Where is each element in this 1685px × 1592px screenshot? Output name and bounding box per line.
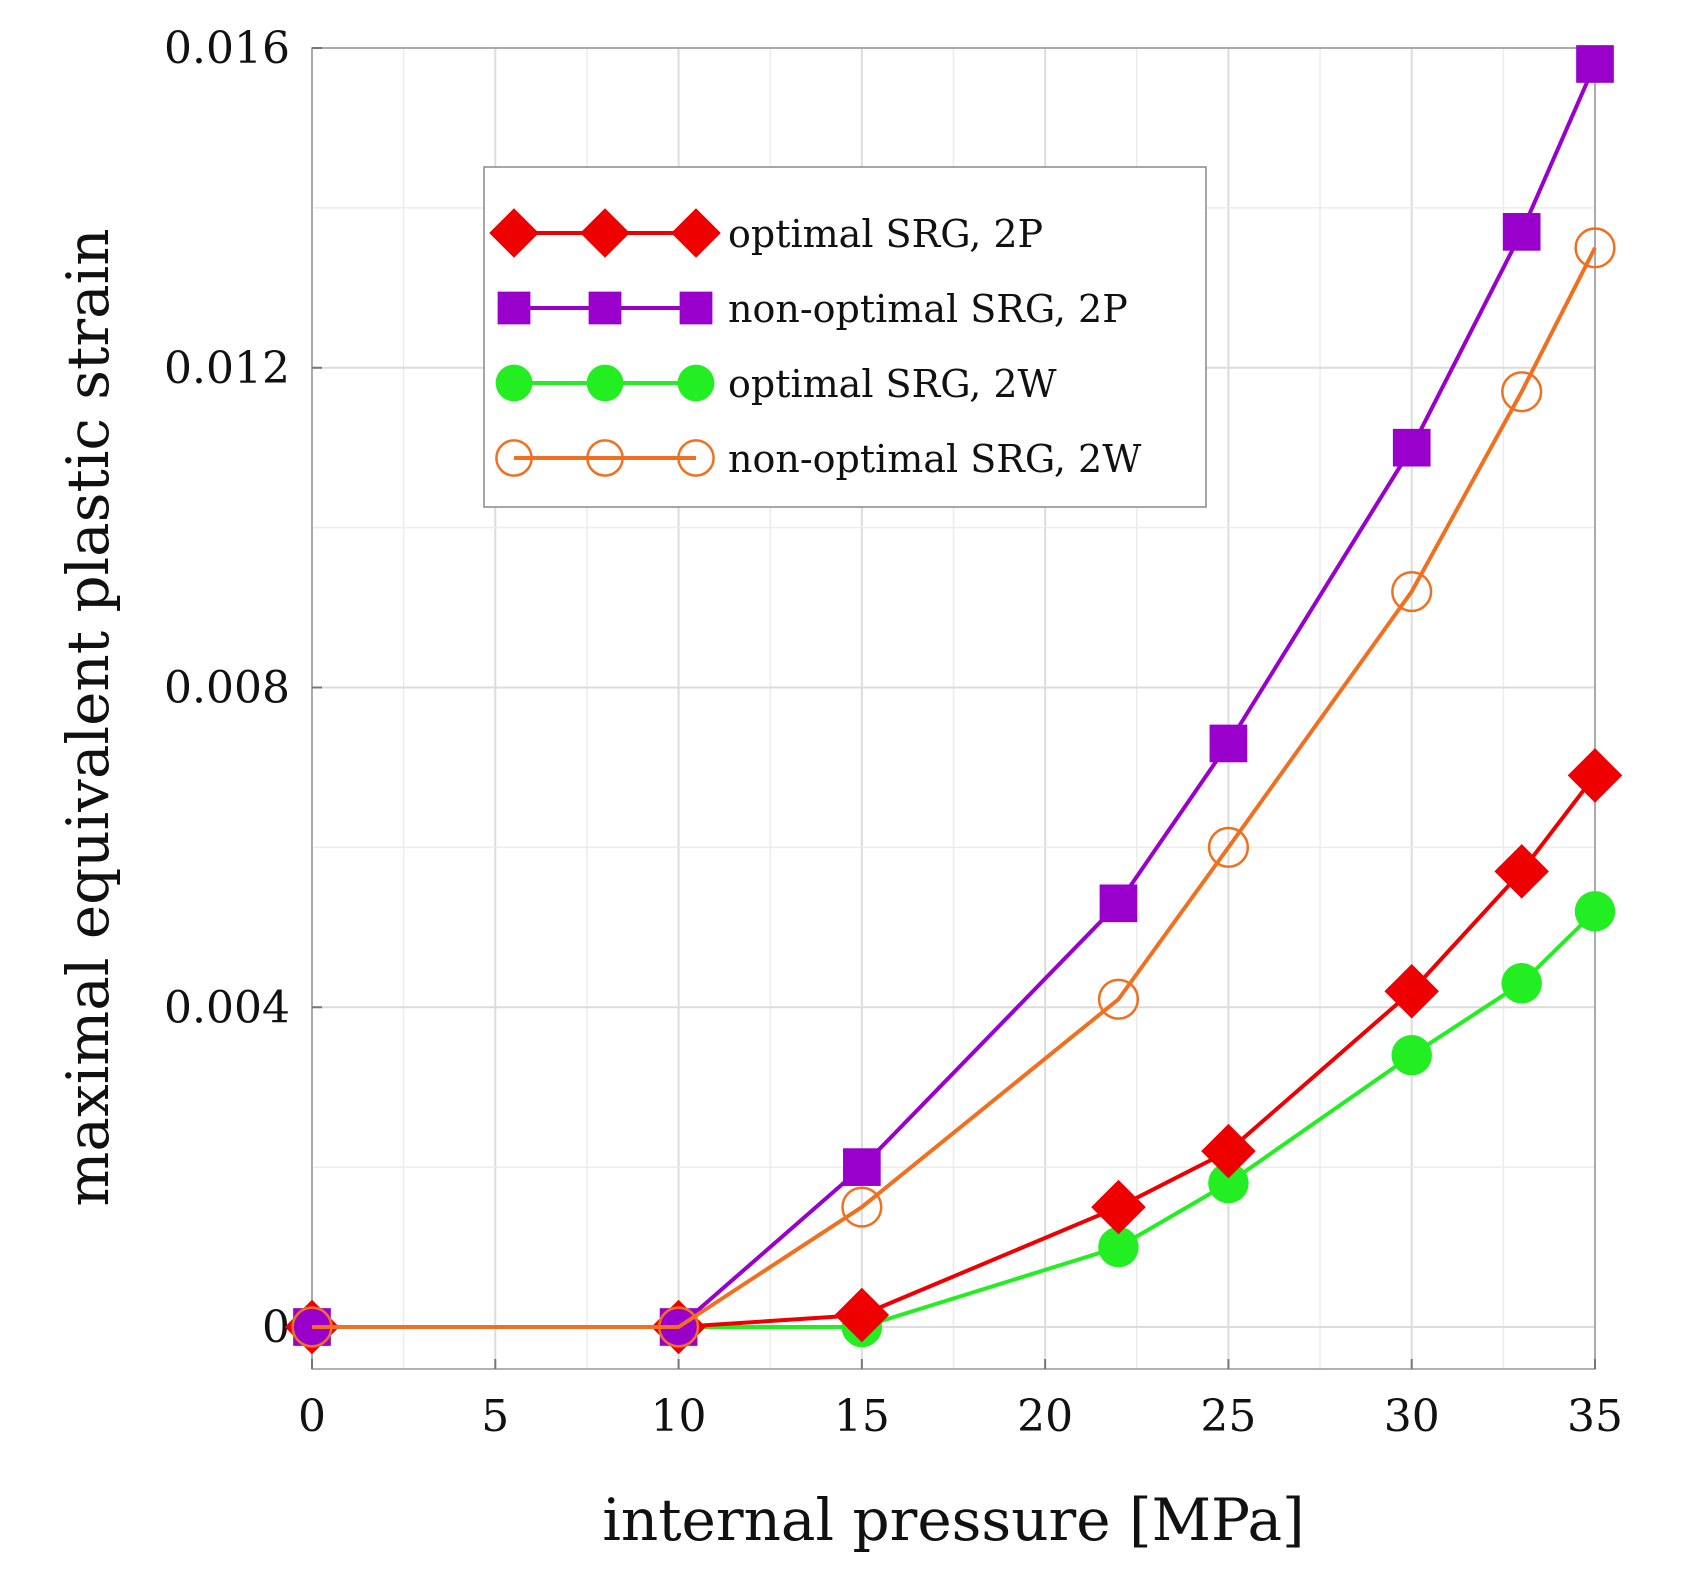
legend-marker [497, 291, 531, 325]
data-point [1209, 724, 1248, 763]
legend-entry: non-optimal SRG, 2P [497, 287, 1128, 331]
y-tick-label: 0.004 [164, 982, 290, 1033]
x-tick-label: 30 [1384, 1391, 1440, 1442]
x-tick-label: 25 [1200, 1391, 1256, 1442]
legend-marker [586, 364, 624, 402]
legend-marker [671, 208, 721, 258]
data-point [1208, 1162, 1249, 1204]
legend-marker [580, 208, 630, 258]
legend-marker [677, 364, 715, 402]
legend: optimal SRG, 2P non-optimal SRG, 2P optima… [483, 166, 1207, 508]
x-tick-label: 35 [1567, 1391, 1623, 1442]
data-point [1097, 978, 1140, 1020]
data-point [1391, 1034, 1432, 1076]
legend-entry: optimal SRG, 2P [489, 208, 1043, 258]
legend-entry: non-optimal SRG, 2W [495, 437, 1141, 481]
data-point [1574, 891, 1616, 932]
plot-frame [311, 47, 1596, 1370]
data-point [1576, 45, 1614, 83]
data-point [1574, 227, 1616, 269]
legend-marker [679, 291, 713, 325]
legend-entry: optimal SRG, 2W [495, 362, 1057, 406]
data-point [841, 1186, 883, 1228]
data-point [1501, 963, 1542, 1004]
legend-marker [489, 208, 539, 258]
legend-marker [586, 439, 624, 477]
data-point [1091, 1179, 1146, 1235]
data-point [1384, 963, 1439, 1019]
data-point [1392, 428, 1431, 467]
x-axis: 0 5 10 15 20 25 30 35 [298, 1359, 1623, 1442]
legend-marker [588, 291, 622, 325]
y-axis-title: maximal equivalent plastic strain [54, 228, 122, 1206]
legend-label: non-optimal SRG, 2W [728, 437, 1141, 481]
data-point [834, 1287, 890, 1343]
series-line [312, 246, 1597, 1329]
y-tick-label: 0.016 [164, 23, 290, 74]
legend-marker [495, 364, 533, 402]
legend-label: non-optimal SRG, 2P [728, 287, 1128, 331]
data-point [1098, 1226, 1139, 1268]
y-tick-label: 0.008 [164, 663, 290, 714]
x-tick-label: 20 [1017, 1391, 1073, 1442]
data-point [657, 1306, 700, 1348]
x-tick-label: 5 [481, 1391, 509, 1442]
series-0 [284, 748, 1623, 1355]
series-line [312, 774, 1597, 1329]
data-point [843, 1148, 881, 1186]
data-point [1501, 371, 1543, 413]
legend-marker [677, 439, 715, 477]
data-point [1391, 570, 1433, 613]
legend-marker [495, 439, 533, 477]
series-line [312, 63, 1597, 1329]
x-tick-label: 10 [651, 1391, 707, 1442]
x-tick-label: 0 [298, 1391, 326, 1442]
data-point [1207, 826, 1250, 868]
x-tick-label: 15 [834, 1391, 890, 1442]
legend-label: optimal SRG, 2P [728, 212, 1043, 256]
data-point [1567, 748, 1623, 803]
data-point [291, 1306, 333, 1348]
series-3 [291, 227, 1616, 1348]
data-point [1201, 1123, 1256, 1179]
data-point [1502, 213, 1541, 251]
y-tick-label: 0.012 [164, 343, 290, 394]
data-point [1099, 884, 1138, 923]
x-axis-title: internal pressure [MPa] [602, 1486, 1304, 1554]
data-point [1494, 844, 1549, 899]
series-layer [284, 45, 1623, 1355]
legend-label: optimal SRG, 2W [728, 362, 1057, 406]
series-1 [293, 45, 1614, 1346]
